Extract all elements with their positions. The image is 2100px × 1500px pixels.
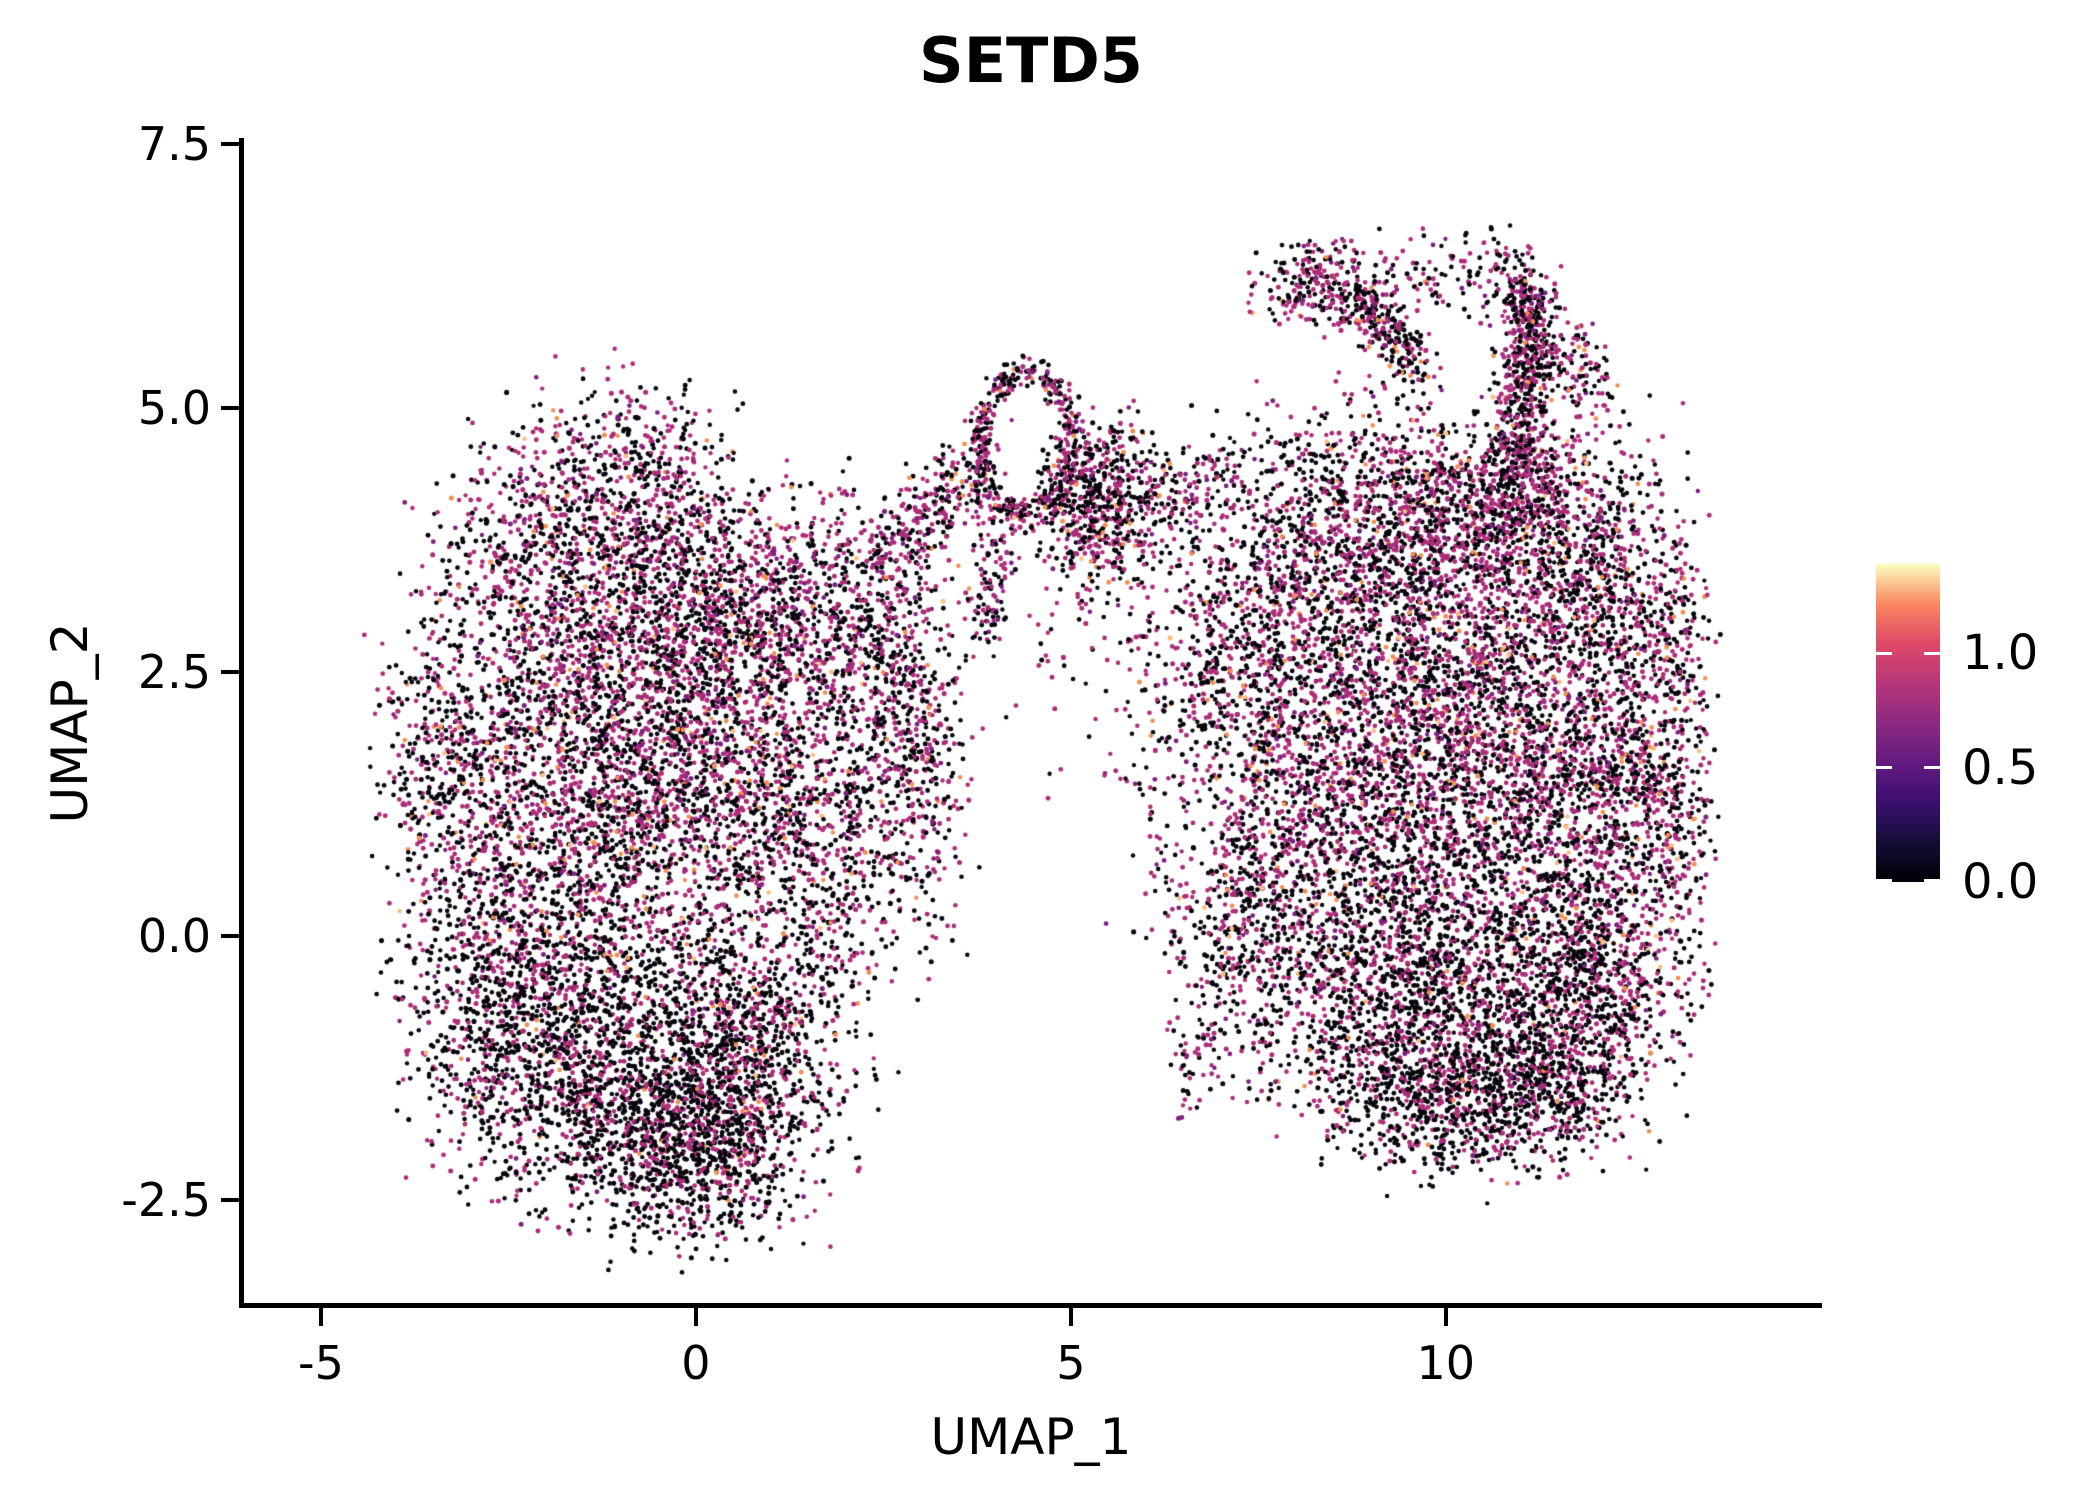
y-axis-line — [239, 138, 244, 1308]
y-tick-mark — [221, 1197, 239, 1202]
colorbar-gradient — [1876, 564, 1940, 882]
y-tick-mark — [221, 142, 239, 146]
x-tick-label: 0 — [681, 1336, 711, 1390]
x-axis-line — [239, 1303, 1822, 1308]
y-tick-label: -2.5 — [121, 1172, 211, 1227]
y-tick-mark — [221, 933, 239, 938]
x-tick-mark — [693, 1308, 698, 1326]
colorbar-tick-mark — [1924, 651, 1940, 655]
colorbar-tick-mark — [1876, 879, 1892, 882]
y-tick-mark — [221, 669, 239, 674]
y-axis-title: UMAP_2 — [41, 622, 99, 824]
y-tick-label: 2.5 — [137, 644, 211, 699]
y-tick-label: 7.5 — [137, 117, 211, 171]
colorbar-tick-mark — [1924, 879, 1940, 882]
x-tick-mark — [318, 1308, 323, 1326]
colorbar-tick-mark — [1876, 651, 1892, 655]
colorbar-tick-mark — [1876, 766, 1892, 770]
colorbar-tick-mark — [1924, 766, 1940, 770]
x-tick-label: -5 — [298, 1336, 344, 1390]
y-tick-label: 0.0 — [137, 908, 211, 963]
colorbar-tick-label: 1.0 — [1962, 625, 2039, 682]
x-tick-label: 10 — [1416, 1336, 1476, 1390]
x-tick-mark — [1443, 1308, 1448, 1326]
y-tick-mark — [221, 406, 239, 410]
x-axis-title: UMAP_1 — [930, 1408, 1132, 1466]
colorbar-tick-label: 0.0 — [1962, 854, 2039, 910]
colorbar-tick-label: 0.5 — [1962, 739, 2039, 796]
y-tick-label: 5.0 — [137, 381, 211, 435]
x-tick-label: 5 — [1056, 1336, 1086, 1390]
x-tick-mark — [1068, 1308, 1073, 1326]
